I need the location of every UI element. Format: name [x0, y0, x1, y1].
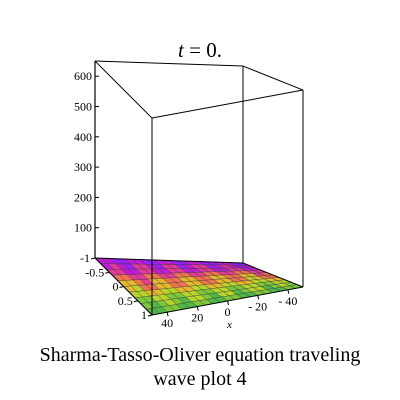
box-edge-top-left — [94, 60, 153, 119]
x-tick-mark — [166, 312, 169, 317]
x-tick-mark — [227, 300, 229, 306]
caption-line-1: Sharma-Tasso-Oliver equation traveling — [39, 344, 361, 366]
y-tick-mark — [133, 300, 138, 303]
x-tick-label: 0 — [225, 305, 231, 319]
figure-caption: Sharma-Tasso-Oliver equation traveling w… — [0, 343, 400, 391]
title-variable: t — [178, 38, 184, 62]
box-edge-floor-right — [242, 262, 304, 288]
x-tick-mark — [196, 306, 199, 311]
box-edge-top-front — [151, 89, 304, 119]
z-tick-label: 200 — [74, 190, 92, 204]
z-tick-label: 500 — [74, 100, 92, 114]
x-tick-mark — [287, 289, 290, 294]
y-tick-label: 0 — [113, 280, 119, 294]
box-edge-top-right — [242, 65, 304, 91]
box-edge-top-back — [94, 60, 244, 67]
caption-line-2: wave plot 4 — [153, 368, 247, 390]
z-tick-label: 300 — [74, 160, 92, 174]
surface-layer — [94, 257, 304, 316]
x-axis-label: x — [226, 319, 232, 331]
z-tick-label: 100 — [74, 221, 92, 235]
x-tick-label: - 40 — [278, 294, 297, 308]
x-tick-label: - 20 — [248, 299, 267, 313]
x-tick-label: 20 — [191, 311, 203, 325]
y-tick-mark — [105, 271, 110, 274]
title-value: 0. — [206, 38, 222, 62]
z-tick-label: 400 — [74, 130, 92, 144]
z-tick-label: 600 — [74, 69, 92, 83]
y-tick-label: -1 — [80, 251, 90, 265]
plot-title: t = 0. — [0, 38, 400, 62]
x-tick-label: 40 — [161, 316, 173, 330]
y-tick-label: 1 — [141, 308, 147, 322]
title-equals: = — [183, 38, 207, 62]
x-tick-mark — [257, 295, 260, 300]
y-tick-label: -0.5 — [85, 265, 104, 279]
box-edge-floor-back — [94, 257, 244, 264]
y-tick-mark — [147, 314, 153, 317]
y-tick-mark — [90, 257, 96, 260]
y-tick-mark — [119, 286, 124, 288]
y-tick-label: 0.5 — [118, 294, 133, 308]
